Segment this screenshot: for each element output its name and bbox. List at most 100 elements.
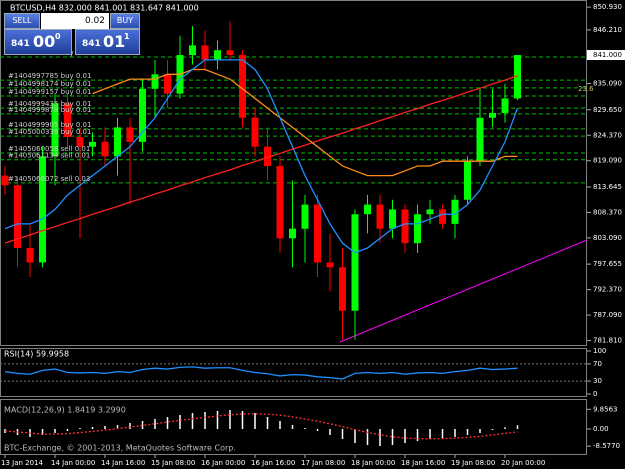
candle-body bbox=[151, 74, 159, 89]
candle-body bbox=[251, 117, 259, 147]
order-label: #1404997785 buy 0.01 bbox=[8, 72, 91, 80]
candle-body bbox=[101, 141, 109, 157]
macd-bar bbox=[341, 429, 344, 439]
macd-bar bbox=[66, 429, 69, 431]
macd-bar bbox=[41, 429, 44, 435]
ask-quote[interactable]: 841 01 1 bbox=[75, 29, 140, 55]
y-tick-label: 0.00 bbox=[593, 425, 609, 433]
ask-big: 841 bbox=[82, 39, 101, 49]
trend-line bbox=[339, 239, 588, 343]
macd-bar bbox=[79, 428, 81, 429]
macd-bar bbox=[454, 429, 456, 437]
candle-body bbox=[139, 88, 146, 142]
candle-body bbox=[339, 267, 346, 311]
macd-bar bbox=[241, 411, 244, 429]
buy-button[interactable]: BUY bbox=[110, 13, 140, 29]
rsi-frame bbox=[0, 348, 587, 397]
macd-bar bbox=[466, 429, 469, 435]
order-label: #1405000339 buy 0.01 bbox=[8, 128, 91, 136]
y-tick-label: 819.090 bbox=[593, 157, 622, 165]
macd-bar bbox=[129, 423, 131, 429]
candle-body bbox=[439, 209, 446, 224]
order-label: #1404999905 buy 0.01 bbox=[8, 121, 91, 129]
macd-bar bbox=[304, 428, 306, 429]
bid-fraction: 0 bbox=[55, 32, 61, 41]
candle-body bbox=[26, 247, 34, 263]
macd-bar bbox=[479, 429, 481, 433]
macd-bar bbox=[366, 429, 369, 445]
rsi-title: RSI(14) 59.9958 bbox=[4, 350, 69, 359]
macd-bar bbox=[379, 429, 381, 446]
bid-quote[interactable]: 841 00 0 bbox=[4, 29, 72, 55]
candle-body bbox=[201, 45, 209, 60]
copyright: BTC-Exchange, © 2001-2013, MetaQuotes So… bbox=[4, 444, 236, 453]
order-label: #1404998174 buy 0.01 bbox=[8, 80, 91, 88]
y-tick-label: 9.8563 bbox=[593, 405, 618, 413]
candle-body bbox=[364, 204, 371, 215]
ask-pips: 01 bbox=[103, 32, 126, 51]
candle-body bbox=[426, 209, 434, 215]
y-tick-label: 835.090 bbox=[593, 80, 622, 88]
candle-body bbox=[189, 45, 196, 56]
x-tick-label: 16 Jan 00:00 bbox=[201, 459, 245, 467]
y-tick-label: 100 bbox=[593, 347, 606, 355]
macd-bar bbox=[391, 429, 394, 445]
candle-body bbox=[1, 175, 9, 186]
macd-title: MACD(12,26,9) 1.8419 3.2990 bbox=[4, 406, 126, 415]
x-tick-label: 15 Jan 08:00 bbox=[151, 459, 195, 467]
candle-body bbox=[414, 214, 421, 244]
y-tick-label: 787.090 bbox=[593, 311, 622, 319]
candle-body bbox=[264, 146, 271, 166]
macd-bar bbox=[154, 419, 156, 429]
x-tick-label: 13 Jan 2014 bbox=[1, 459, 44, 467]
y-tick-label: 70 bbox=[593, 360, 602, 368]
fib-label: 23.6 bbox=[578, 85, 594, 93]
candle-body bbox=[301, 204, 309, 229]
order-label: #1405066072 sell 0.03 bbox=[8, 175, 90, 183]
macd-bar bbox=[179, 415, 181, 429]
candle-body bbox=[89, 141, 96, 147]
candle-body bbox=[51, 103, 59, 157]
candle-body bbox=[214, 50, 221, 60]
macd-bar bbox=[54, 429, 56, 433]
y-tick-label: 797.655 bbox=[593, 260, 622, 268]
y-tick-label: 803.090 bbox=[593, 234, 622, 242]
indicator-line bbox=[92, 68, 518, 177]
candle-body bbox=[39, 156, 46, 263]
signal-line bbox=[4, 413, 518, 440]
order-label: #1405061134 sell 0.01 bbox=[8, 152, 90, 160]
y-tick-label: -8.5770 bbox=[593, 442, 620, 450]
y-tick-label: 846.210 bbox=[593, 26, 622, 34]
rsi-line bbox=[4, 366, 518, 380]
macd-bar bbox=[504, 427, 506, 429]
y-tick-label: 813.645 bbox=[593, 183, 622, 191]
candle-body bbox=[489, 112, 496, 118]
candle-body bbox=[451, 199, 459, 224]
x-tick-label: 14 Jan 16:00 bbox=[101, 459, 145, 467]
x-tick-label: 17 Jan 08:00 bbox=[301, 459, 345, 467]
macd-bar bbox=[491, 429, 494, 430]
macd-bar bbox=[104, 426, 106, 429]
x-tick-label: 18 Jan 00:00 bbox=[351, 459, 395, 467]
lot-input[interactable]: 0.02 bbox=[41, 13, 109, 29]
ask-fraction: 1 bbox=[124, 32, 130, 41]
candle-body bbox=[226, 50, 234, 56]
bid-pips: 00 bbox=[33, 32, 56, 51]
macd-bar bbox=[141, 421, 144, 429]
y-tick-label: 30 bbox=[593, 377, 602, 385]
y-tick-label: 824.370 bbox=[593, 131, 622, 139]
indicator-line bbox=[4, 75, 518, 244]
last-price-box bbox=[587, 50, 625, 61]
chart-title: BTCUSD,H4 832.000 841.001 831.647 841.00… bbox=[10, 4, 199, 13]
macd-bar bbox=[316, 429, 319, 431]
sell-button[interactable]: SELL bbox=[4, 13, 40, 29]
y-tick-label: 0 bbox=[593, 390, 597, 398]
macd-bar bbox=[91, 427, 94, 429]
macd-bar bbox=[216, 411, 219, 429]
order-label: #1405060058 sell 0.01 bbox=[8, 145, 90, 153]
macd-bar bbox=[279, 421, 281, 429]
candle-body bbox=[289, 228, 296, 239]
x-tick-label: 19 Jan 08:00 bbox=[451, 459, 495, 467]
